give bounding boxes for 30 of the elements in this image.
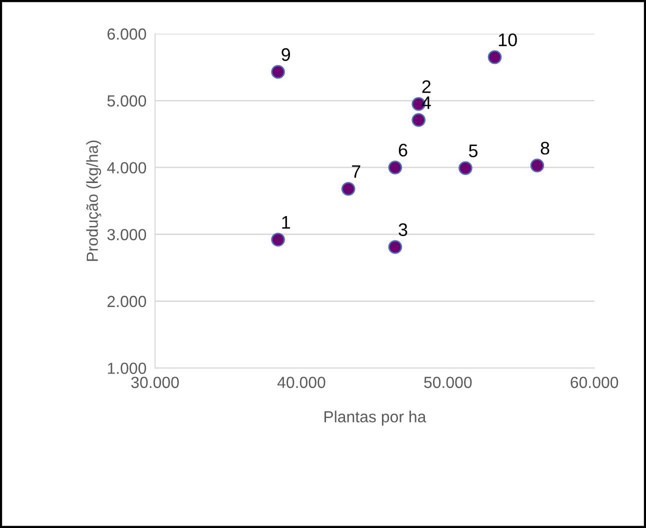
annotation: 8 [540,142,550,155]
point [388,160,402,174]
point [271,64,285,79]
x-axis-title: Plantas por ha [324,410,426,426]
y-tick-label: 1.000 [108,362,146,374]
x-tick-label: 40.000 [277,376,326,388]
y-tick-label: 3.000 [107,228,146,240]
x-tick-label: 30.000 [131,376,179,388]
point [388,240,402,254]
annotation: 1 [282,216,290,229]
y-tick-label: 5.000 [107,95,146,107]
x-tick-label: 50.000 [424,376,472,388]
y-tick-label: 6.000 [108,28,146,40]
point [271,232,285,247]
annotation: 9 [282,48,290,61]
annotation: 5 [468,144,478,158]
point [458,161,472,176]
point [412,113,426,127]
point [488,50,502,64]
y-axis-title: Produção (kg/ha) [86,140,102,261]
x-tick-label: 60.000 [570,376,618,388]
y-tick-label: 4.000 [107,162,146,174]
annotation: 3 [398,223,408,236]
point [530,158,544,172]
annotation: 2 [422,80,431,93]
point [341,182,356,196]
annotation: 10 [498,33,517,46]
annotation: 6 [398,144,408,157]
y-tick-label: 2.000 [108,296,146,308]
annotation: 7 [352,165,360,178]
